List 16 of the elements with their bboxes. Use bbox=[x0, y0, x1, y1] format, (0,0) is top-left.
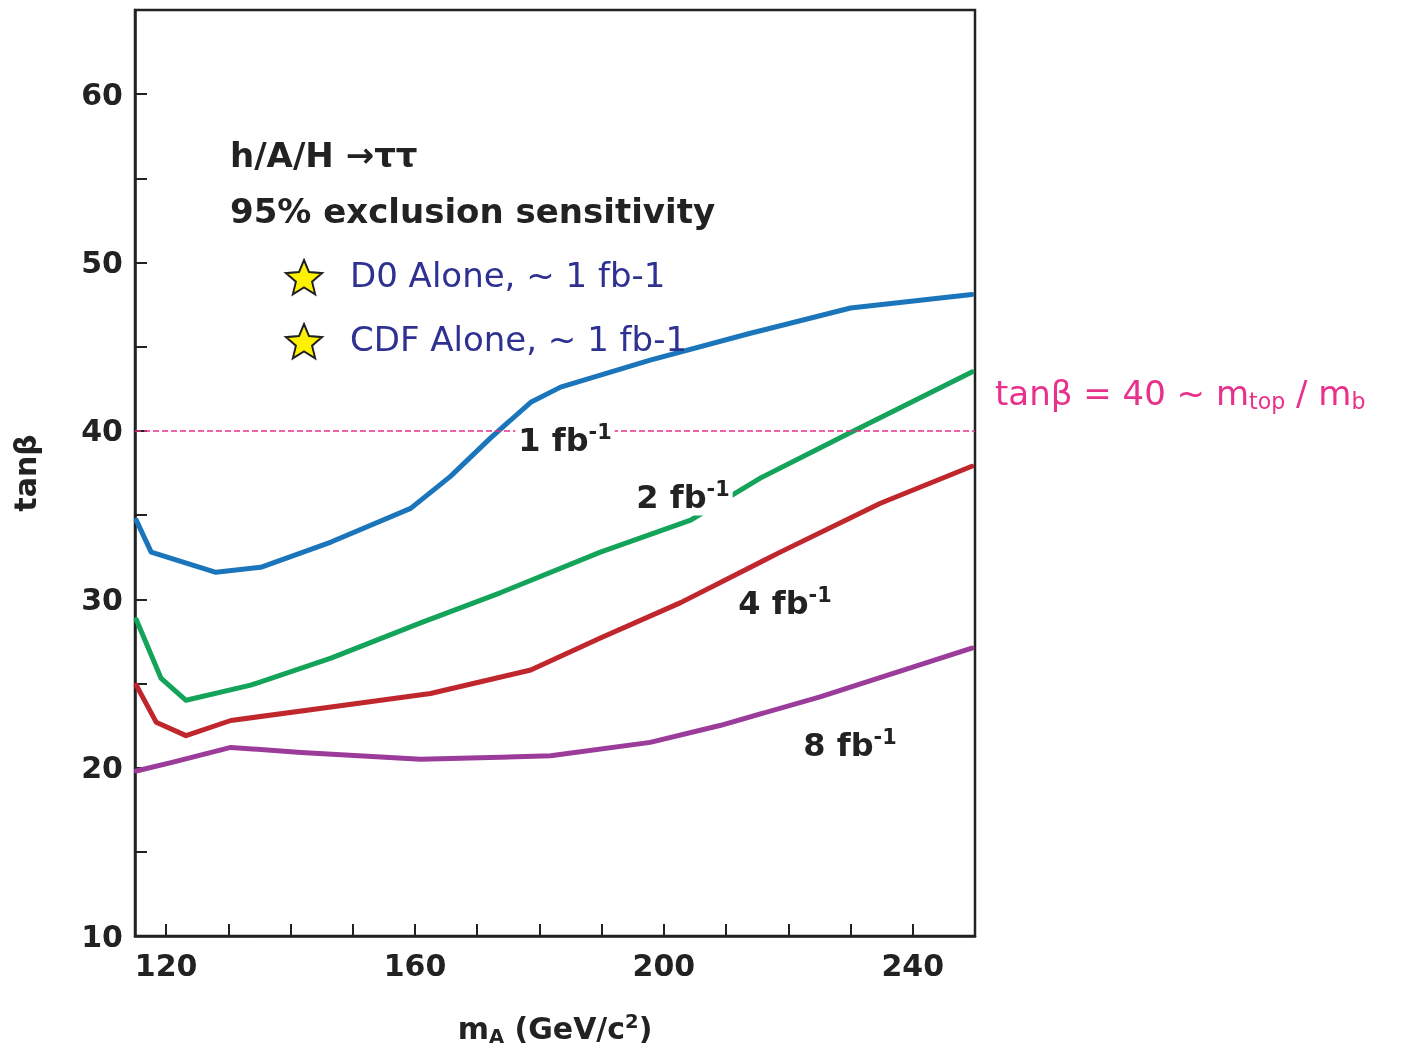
y-tick-label: 60 bbox=[81, 76, 123, 112]
y-tick-label: 10 bbox=[81, 918, 123, 954]
x-tick-label: 240 bbox=[881, 947, 945, 983]
annotation: 95% exclusion sensitivity bbox=[230, 191, 716, 231]
x-tick-label: 160 bbox=[383, 947, 447, 983]
y-tick-label: 20 bbox=[81, 750, 123, 786]
annotation: h/A/H →ττ bbox=[230, 135, 418, 175]
y-tick-label: 50 bbox=[81, 245, 123, 281]
ref-line-label: tanβ = 40 ~ mtop / mb bbox=[995, 372, 1366, 414]
y-tick-label: 30 bbox=[81, 581, 123, 617]
y-axis-title: tanβ bbox=[7, 434, 43, 512]
x-tick-label: 120 bbox=[134, 947, 198, 983]
annotation: D0 Alone, ~ 1 fb-1 bbox=[350, 255, 666, 295]
y-tick-label: 40 bbox=[81, 413, 123, 449]
x-tick-label: 200 bbox=[632, 947, 696, 983]
annotation: CDF Alone, ~ 1 fb-1 bbox=[350, 319, 688, 359]
